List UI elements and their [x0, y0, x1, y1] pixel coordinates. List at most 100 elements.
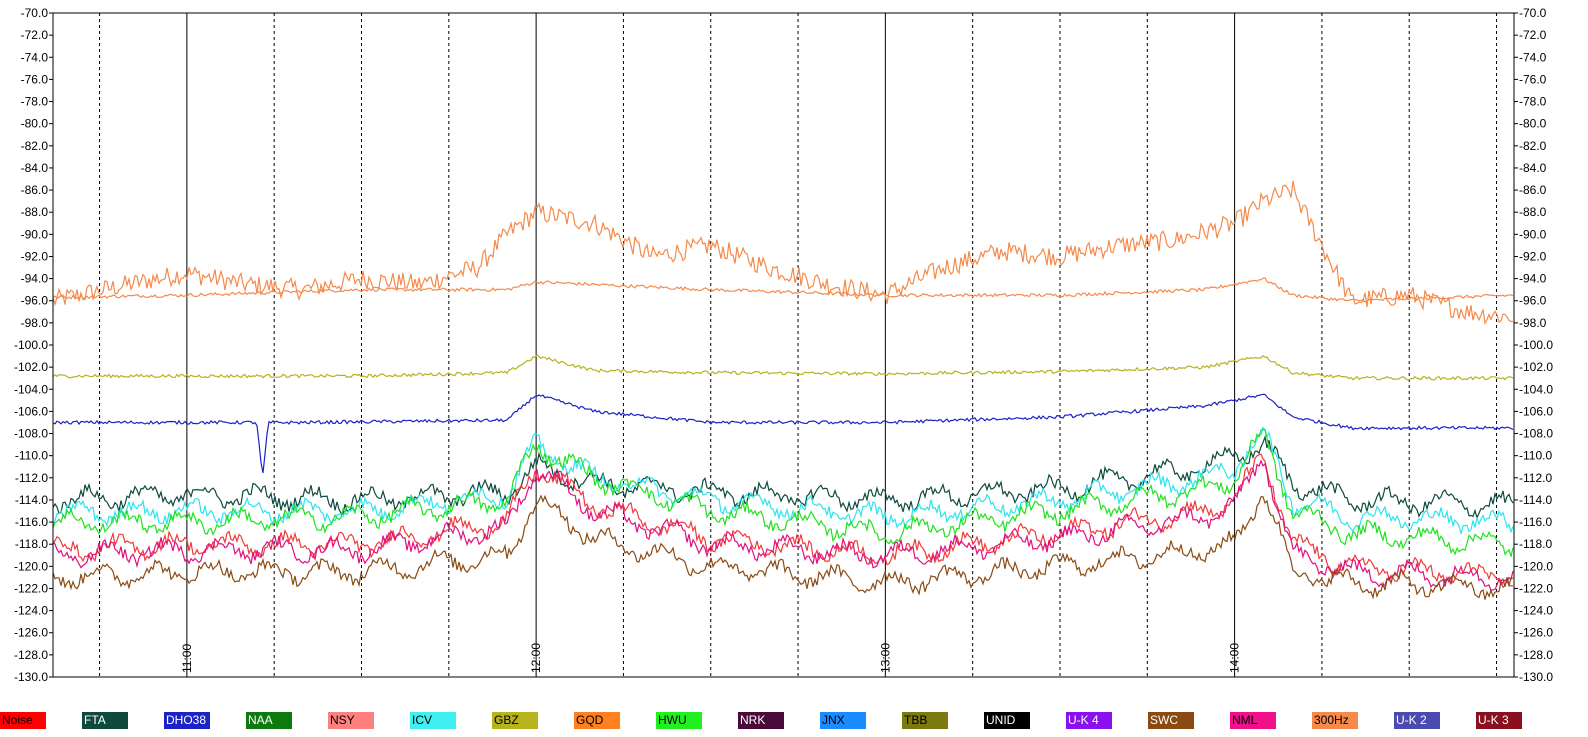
y-tick-label-right: -86.0 [1519, 183, 1547, 197]
y-tick-label-right: -130.0 [1519, 670, 1553, 684]
y-tick-label-left: -108.0 [14, 427, 48, 441]
x-tick-label: 13:00 [878, 643, 892, 673]
y-tick-label-left: -94.0 [21, 272, 49, 286]
series-line-noise [52, 277, 1514, 303]
y-tick-label-left: -114.0 [15, 493, 48, 507]
y-tick-label-right: -122.0 [1519, 581, 1553, 595]
y-tick-label-left: -78.0 [21, 95, 49, 109]
legend-item-dho38[interactable]: DHO38 [164, 712, 210, 729]
legend-item-naa[interactable]: NAA [246, 712, 292, 729]
y-tick-label-left: -124.0 [14, 604, 48, 618]
legend-item-noise[interactable]: Noise [0, 712, 46, 729]
y-tick-label-right: -106.0 [1519, 404, 1553, 418]
y-tick-label-right: -96.0 [1519, 294, 1547, 308]
series-line-hwu [52, 428, 1514, 557]
y-tick-label-right: -70.0 [1519, 6, 1547, 20]
legend-item-gqd[interactable]: GQD [574, 712, 620, 729]
y-tick-label-right: -88.0 [1519, 205, 1547, 219]
y-tick-label-left: -72.0 [21, 28, 49, 42]
y-tick-label-left: -74.0 [21, 50, 49, 64]
y-tick-label-left: -96.0 [21, 294, 49, 308]
y-tick-label-right: -104.0 [1519, 382, 1553, 396]
y-tick-label-left: -80.0 [21, 117, 49, 131]
y-tick-label-left: -118.0 [15, 537, 48, 551]
legend: Noise FTA DHO38 NAA NSY ICV GBZ GQD HWU NRK JNX TBB… [0, 711, 1588, 737]
y-tick-label-right: -126.0 [1519, 626, 1553, 640]
y-tick-label-left: -84.0 [21, 161, 49, 175]
series-line-nsy [52, 453, 1513, 589]
y-tick-label-right: -82.0 [1519, 139, 1547, 153]
signal-strength-chart: -70.0 -70.0 -72.0 -72.0 -74.0 -74.0 -76.0 -76.0… [14, 6, 1553, 684]
y-tick-label-right: -72.0 [1519, 28, 1547, 42]
series-line-gbz [52, 353, 1514, 381]
legend-item-fta[interactable]: FTA [82, 712, 128, 729]
y-tick-label-right: -114.0 [1519, 493, 1552, 507]
legend-item-tbb[interactable]: TBB [902, 712, 948, 729]
series-line-nml [52, 459, 1514, 592]
y-tick-label-right: -90.0 [1519, 227, 1547, 241]
y-tick-label-right: -128.0 [1519, 648, 1553, 662]
y-tick-label-left: -76.0 [21, 72, 49, 86]
legend-item-gbz[interactable]: GBZ [492, 712, 538, 729]
y-tick-label-left: -130.0 [14, 670, 48, 684]
y-tick-label-left: -128.0 [14, 648, 48, 662]
y-tick-label-left: -86.0 [21, 183, 49, 197]
y-tick-label-left: -70.0 [21, 6, 49, 20]
y-tick-label-right: -108.0 [1519, 427, 1553, 441]
y-tick-label-left: -112.0 [15, 471, 48, 485]
y-tick-label-right: -98.0 [1519, 316, 1547, 330]
y-tick-label-right: -92.0 [1519, 249, 1547, 263]
x-tick-label: 11:00 [180, 644, 194, 673]
y-tick-label-left: -98.0 [21, 316, 49, 330]
y-tick-label-left: -110.0 [15, 449, 48, 463]
legend-item-u-k-2[interactable]: U-K 2 [1394, 712, 1440, 729]
legend-item-u-k-3[interactable]: U-K 3 [1476, 712, 1522, 729]
y-tick-label-left: -126.0 [14, 626, 48, 640]
y-tick-label-right: -84.0 [1519, 161, 1547, 175]
y-tick-label-left: -106.0 [14, 404, 48, 418]
legend-item-nml[interactable]: NML [1230, 712, 1276, 729]
y-tick-label-right: -110.0 [1519, 449, 1552, 463]
y-tick-label-left: -90.0 [21, 227, 49, 241]
plot-frame [52, 12, 1515, 678]
y-tick-label-right: -120.0 [1519, 559, 1553, 573]
y-tick-label-right: -102.0 [1519, 360, 1553, 374]
y-tick-label-right: -112.0 [1519, 471, 1552, 485]
series-layer [52, 180, 1514, 600]
y-tick-label-right: -124.0 [1519, 604, 1553, 618]
y-tick-label-left: -88.0 [21, 205, 49, 219]
legend-item-hwu[interactable]: HWU [656, 712, 702, 729]
y-tick-label-right: -94.0 [1519, 272, 1547, 286]
legend-item-u-k-4[interactable]: U-K 4 [1066, 712, 1112, 729]
x-tick-label: 14:00 [1228, 643, 1242, 673]
y-tick-label-right: -76.0 [1519, 72, 1547, 86]
legend-item-swc[interactable]: SWC [1148, 712, 1194, 729]
y-tick-label-left: -104.0 [14, 382, 48, 396]
legend-item-nrk[interactable]: NRK [738, 712, 784, 729]
y-tick-label-left: -82.0 [21, 139, 49, 153]
gridlines [99, 13, 1498, 677]
series-line-300hz [52, 180, 1514, 326]
y-tick-label-left: -122.0 [14, 581, 48, 595]
legend-item-nsy[interactable]: NSY [328, 712, 374, 729]
y-tick-label-right: -74.0 [1519, 50, 1547, 64]
y-tick-label-left: -102.0 [14, 360, 48, 374]
y-tick-label-right: -100.0 [1519, 338, 1553, 352]
legend-item-icv[interactable]: ICV [410, 712, 456, 729]
y-tick-label-left: -116.0 [15, 515, 48, 529]
axes: -70.0 -70.0 -72.0 -72.0 -74.0 -74.0 -76.0 -76.0… [14, 6, 1553, 684]
y-tick-label-left: -120.0 [14, 559, 48, 573]
y-tick-label-right: -78.0 [1519, 95, 1547, 109]
x-tick-label: 12:00 [529, 643, 543, 673]
y-tick-label-right: -116.0 [1519, 515, 1552, 529]
series-line-fta [52, 434, 1514, 520]
y-tick-label-right: -80.0 [1519, 117, 1547, 131]
legend-item-300hz[interactable]: 300Hz [1312, 712, 1358, 729]
legend-item-unid[interactable]: UNID [984, 712, 1030, 729]
y-tick-label-right: -118.0 [1519, 537, 1552, 551]
y-tick-label-left: -100.0 [14, 338, 48, 352]
series-line-dho38 [52, 393, 1514, 474]
y-tick-label-left: -92.0 [21, 249, 49, 263]
legend-item-jnx[interactable]: JNX [820, 712, 866, 729]
series-line-swc [52, 494, 1514, 600]
